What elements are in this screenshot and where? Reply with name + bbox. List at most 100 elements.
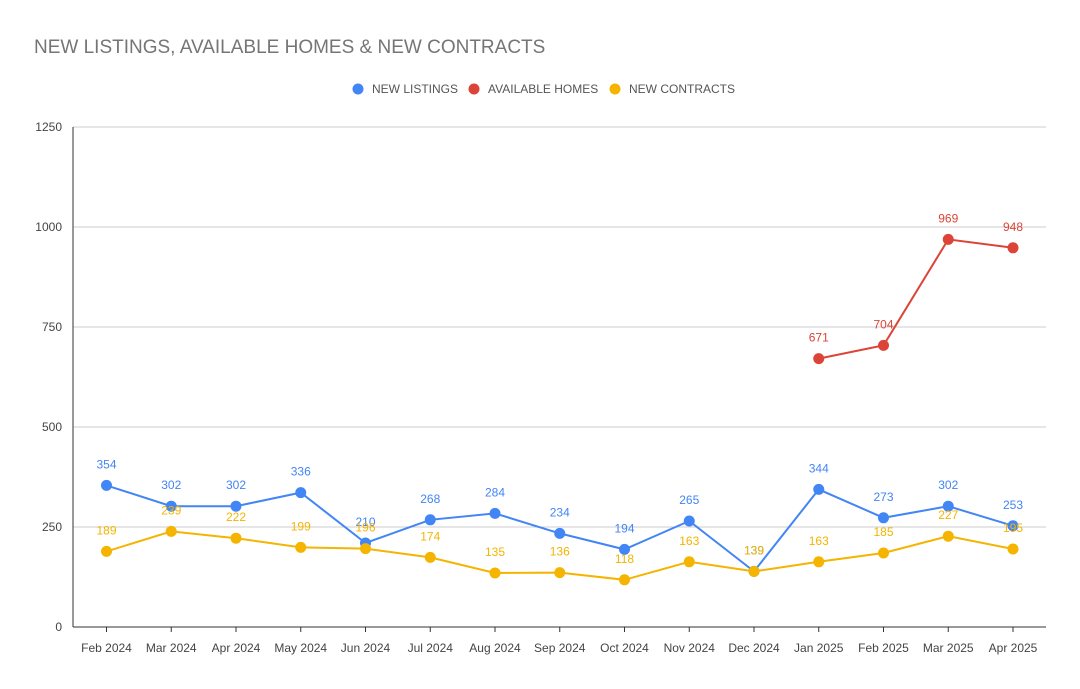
data-point xyxy=(101,545,112,557)
data-point xyxy=(295,541,307,553)
data-point xyxy=(683,556,695,568)
data-point xyxy=(424,514,436,526)
data-label: 222 xyxy=(226,510,246,524)
legend-label: NEW LISTINGS xyxy=(372,82,458,96)
x-tick-label: Feb 2024 xyxy=(81,641,132,655)
data-point xyxy=(878,512,889,524)
data-point xyxy=(230,532,242,544)
x-tick-label: Jun 2024 xyxy=(341,641,391,655)
series-line xyxy=(818,238,1014,360)
data-point xyxy=(554,527,566,539)
data-label: 671 xyxy=(809,331,829,345)
data-point xyxy=(813,483,825,495)
y-tick-label: 1000 xyxy=(35,220,62,234)
data-label: 273 xyxy=(873,490,893,504)
x-tick-label: Nov 2024 xyxy=(664,641,716,655)
data-point xyxy=(942,233,954,245)
data-label: 268 xyxy=(420,492,440,506)
data-label: 354 xyxy=(96,457,116,471)
data-point xyxy=(1007,520,1019,532)
y-tick-label: 750 xyxy=(42,320,62,334)
data-label: 234 xyxy=(550,505,570,519)
legend-marker xyxy=(468,83,480,95)
data-label: 163 xyxy=(679,534,699,548)
data-point xyxy=(1007,543,1019,555)
data-label: 196 xyxy=(355,521,375,535)
data-label: 185 xyxy=(873,525,893,539)
data-point xyxy=(295,487,307,499)
legend-label: AVAILABLE HOMES xyxy=(488,82,598,96)
legend: NEW LISTINGS AVAILABLE HOMES NEW CONTRACTS xyxy=(352,82,735,96)
data-label: 969 xyxy=(938,211,958,225)
data-label: 174 xyxy=(420,529,440,543)
data-point xyxy=(424,551,436,563)
data-label: 265 xyxy=(679,493,699,507)
data-label: 344 xyxy=(809,461,829,475)
x-tick-label: Aug 2024 xyxy=(469,641,521,655)
data-label: 239 xyxy=(161,503,181,517)
data-label: 163 xyxy=(809,534,829,548)
data-label: 118 xyxy=(615,552,634,566)
data-label: 210 xyxy=(355,515,375,529)
data-label: 302 xyxy=(938,478,958,492)
data-point xyxy=(165,500,177,512)
data-point xyxy=(813,556,825,568)
data-label: 302 xyxy=(226,478,246,492)
data-label: 189 xyxy=(96,523,116,537)
x-tick-label: Sep 2024 xyxy=(534,641,586,655)
data-point xyxy=(942,500,954,512)
data-point xyxy=(748,565,760,577)
chart-title: NEW LISTINGS, AVAILABLE HOMES & NEW CONT… xyxy=(34,37,545,58)
x-tick-label: Jul 2024 xyxy=(408,641,454,655)
data-label: 139 xyxy=(744,543,764,557)
x-tick-label: Jan 2025 xyxy=(794,641,844,655)
x-tick-label: Oct 2024 xyxy=(600,641,649,655)
data-point xyxy=(554,567,566,579)
data-label: 227 xyxy=(938,508,958,522)
x-tick-label: Apr 2025 xyxy=(989,641,1038,655)
data-point xyxy=(165,525,177,537)
data-label: 336 xyxy=(291,465,311,479)
data-label: 194 xyxy=(614,521,634,535)
x-tick-label: Apr 2024 xyxy=(212,641,261,655)
data-point xyxy=(1007,242,1019,254)
data-label: 139 xyxy=(744,543,764,557)
data-label: 199 xyxy=(291,519,311,533)
data-labels: 354 302 302 336 210 268 284 234 194 265 139 344 273 3… xyxy=(96,211,1023,565)
axes: 0 250 500 750 1000 1250 Feb 2024 Mar 2024 Apr 20… xyxy=(35,120,1046,655)
x-tick-label: May 2024 xyxy=(274,641,327,655)
series-layer xyxy=(101,233,1019,586)
x-tick-label: Mar 2025 xyxy=(923,641,974,655)
y-tick-label: 0 xyxy=(55,620,62,634)
data-point xyxy=(619,574,630,586)
data-point xyxy=(489,507,501,519)
data-point xyxy=(878,339,889,351)
gridlines xyxy=(73,126,1046,528)
data-point xyxy=(813,353,825,365)
data-label: 195 xyxy=(1003,521,1023,535)
data-label: 948 xyxy=(1003,220,1023,234)
y-tick-label: 250 xyxy=(42,520,62,534)
data-label: 302 xyxy=(161,478,181,492)
data-label: 135 xyxy=(485,545,505,559)
x-tick-label: Mar 2024 xyxy=(146,641,197,655)
data-point xyxy=(360,543,371,555)
legend-marker xyxy=(609,83,621,95)
data-point xyxy=(942,530,954,542)
data-point xyxy=(683,515,695,527)
x-tick-label: Feb 2025 xyxy=(858,641,909,655)
data-point xyxy=(619,543,630,555)
legend-marker xyxy=(352,83,364,95)
data-label: 284 xyxy=(485,485,505,499)
y-tick-label: 1250 xyxy=(35,120,62,134)
data-point xyxy=(230,500,242,512)
data-point xyxy=(489,567,501,579)
data-point xyxy=(101,479,112,491)
data-label: 704 xyxy=(873,317,893,331)
legend-label: NEW CONTRACTS xyxy=(629,82,735,96)
data-label: 253 xyxy=(1003,498,1023,512)
x-tick-label: Dec 2024 xyxy=(728,641,780,655)
data-label: 136 xyxy=(550,545,570,559)
